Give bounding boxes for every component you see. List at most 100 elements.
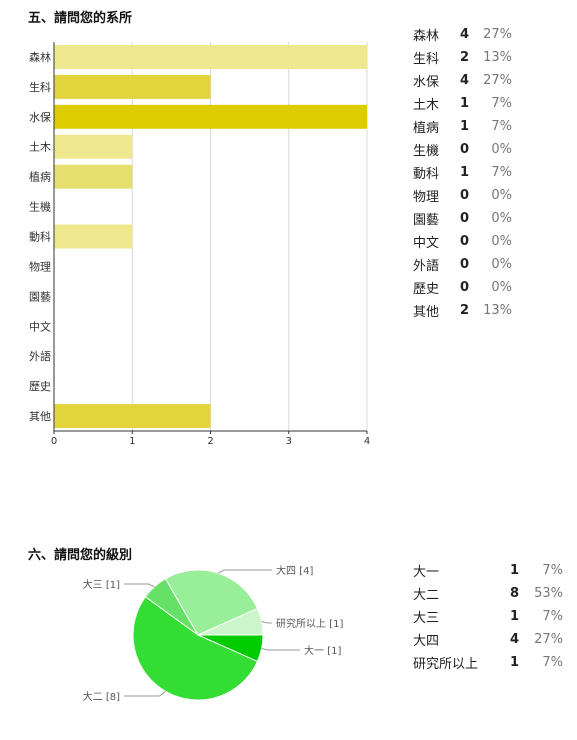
bar-chart-bars xyxy=(54,44,367,429)
grade-table-count: 1 xyxy=(509,655,519,670)
question-6-title: 六、請問您的級別 xyxy=(28,548,133,563)
bar-category-label: 歷史 xyxy=(29,380,51,393)
grade-table-label: 研究所以上 xyxy=(413,657,479,672)
bar-chart-tick-label: 2 xyxy=(207,436,213,447)
grade-table-pct: 53% xyxy=(534,586,563,601)
department-table-label: 森林 xyxy=(413,29,440,44)
pie-slice-label: 大四 [4] xyxy=(276,564,313,577)
pie-leader-line xyxy=(124,690,166,697)
pie-slice-label: 大三 [1] xyxy=(83,578,120,591)
department-table-pct: 0% xyxy=(491,280,512,295)
department-table-label: 歷史 xyxy=(413,282,440,297)
bar-category-label: 水保 xyxy=(29,110,51,124)
department-table-count: 2 xyxy=(460,50,470,65)
department-table-label: 植病 xyxy=(413,121,440,136)
department-table-pct: 0% xyxy=(491,142,512,157)
department-table-row: 植病 1 7% xyxy=(413,115,512,138)
grade-table-pct: 7% xyxy=(542,563,563,578)
pie-slice-label: 大二 [8] xyxy=(83,690,120,703)
department-table-pct: 13% xyxy=(483,303,512,318)
department-table-count: 0 xyxy=(460,280,470,295)
department-table-count: 0 xyxy=(460,211,470,226)
bar-3 xyxy=(54,134,133,159)
grade-table-pct: 7% xyxy=(542,655,563,670)
bar-chart-tick-label: 4 xyxy=(364,436,370,447)
pie-chart-slices xyxy=(132,569,264,701)
grade-table-row: 大四 4 27% xyxy=(413,628,563,651)
bar-chart-tick-label: 0 xyxy=(51,436,57,447)
department-table-row: 外語 0 0% xyxy=(413,253,512,276)
department-table-count: 2 xyxy=(460,303,470,318)
pie-slice-label: 大一 [1] xyxy=(304,644,341,657)
bar-category-label: 生科 xyxy=(29,80,51,94)
bar-category-label: 動科 xyxy=(29,230,51,244)
bar-0 xyxy=(54,44,367,69)
department-table-count: 0 xyxy=(460,234,470,249)
question-5-title: 五、請問您的系所 xyxy=(28,11,133,26)
department-table-pct: 27% xyxy=(483,27,512,42)
bar-2 xyxy=(54,104,367,129)
department-table-row: 森林 4 27% xyxy=(413,23,512,46)
bar-category-label: 園藝 xyxy=(29,290,51,303)
department-table-label: 外語 xyxy=(413,259,440,274)
department-table-row: 其他 2 13% xyxy=(413,299,512,322)
department-table-count: 4 xyxy=(460,73,470,88)
grade-table-label: 大四 xyxy=(413,634,440,649)
grade-table-count: 1 xyxy=(509,609,519,624)
grade-table-count: 4 xyxy=(509,632,519,647)
grade-table-count: 1 xyxy=(509,563,519,578)
department-table-label: 生機 xyxy=(413,144,440,159)
grade-table-row: 大一 1 7% xyxy=(413,559,563,582)
grade-table-row: 大二 8 53% xyxy=(413,582,563,605)
pie-leader-line xyxy=(261,621,272,624)
grade-table-pct: 7% xyxy=(542,609,563,624)
department-table-row: 生機 0 0% xyxy=(413,138,512,161)
bar-category-label: 外語 xyxy=(29,349,51,363)
bar-6 xyxy=(54,224,133,249)
pie-slice-4 xyxy=(197,607,264,636)
bar-category-label: 生機 xyxy=(29,200,51,214)
grade-summary-table: 大一 1 7% 大二 8 53% 大三 1 7% 大四 4 27% 研究所以上 1 7% xyxy=(413,559,563,674)
pie-chart-labels: 大一 [1] 大二 [8] 大三 [1] 大四 [4] 研究所以上 [1] xyxy=(83,564,344,703)
department-table-row: 園藝 0 0% xyxy=(413,207,512,230)
bar-1 xyxy=(54,74,211,99)
department-table-pct: 0% xyxy=(491,257,512,272)
bar-12 xyxy=(54,404,211,429)
pie-slice-1 xyxy=(132,596,259,701)
department-table-row: 中文 0 0% xyxy=(413,230,512,253)
department-table-label: 生科 xyxy=(413,52,440,67)
bar-category-label: 植病 xyxy=(29,170,51,184)
bar-category-label: 其他 xyxy=(29,410,51,423)
bar-category-label: 土木 xyxy=(29,141,51,154)
department-table-count: 4 xyxy=(460,27,470,42)
department-table-label: 園藝 xyxy=(413,213,440,228)
department-table-label: 動科 xyxy=(413,167,440,182)
department-table-count: 1 xyxy=(460,119,470,134)
department-table-count: 0 xyxy=(460,257,470,272)
bar-chart-tick-label: 3 xyxy=(286,436,292,447)
department-table-pct: 13% xyxy=(483,50,512,65)
department-table-pct: 0% xyxy=(491,188,512,203)
department-table-label: 其他 xyxy=(413,305,440,320)
grade-table-label: 大二 xyxy=(413,588,440,603)
department-table-row: 動科 1 7% xyxy=(413,161,512,184)
grade-table-count: 8 xyxy=(509,586,519,601)
grade-table-label: 大一 xyxy=(413,565,440,580)
bar-category-label: 森林 xyxy=(29,50,51,64)
bar-chart-tick-label: 1 xyxy=(129,436,135,447)
department-table-count: 0 xyxy=(460,188,470,203)
department-table-count: 0 xyxy=(460,142,470,157)
department-table-pct: 7% xyxy=(491,119,512,134)
bar-category-label: 物理 xyxy=(29,259,51,273)
grade-table-pct: 27% xyxy=(534,632,563,647)
bar-chart-tick-labels: 0 1 2 3 4 xyxy=(51,431,370,447)
department-table-pct: 0% xyxy=(491,234,512,249)
bar-chart-gridlines xyxy=(131,42,368,431)
grade-table-label: 大三 xyxy=(413,611,440,626)
bar-category-label: 中文 xyxy=(29,319,51,333)
department-table-count: 1 xyxy=(460,96,470,111)
department-table-row: 水保 4 27% xyxy=(413,69,512,92)
department-table-label: 中文 xyxy=(413,236,440,251)
